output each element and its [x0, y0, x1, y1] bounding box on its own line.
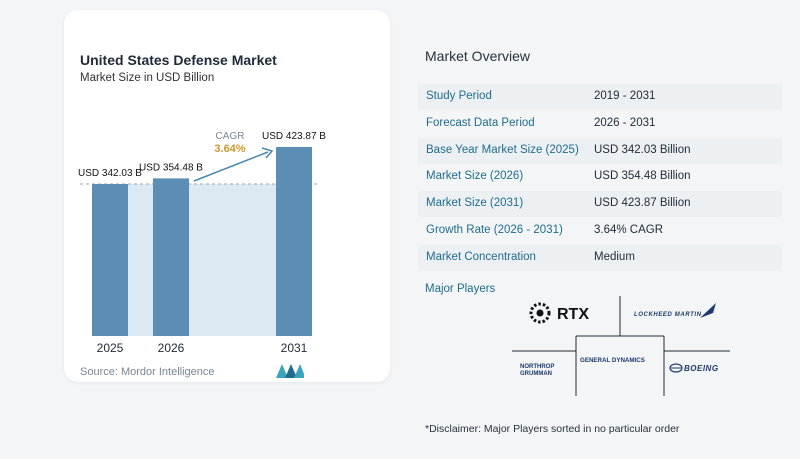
- overview-title: Market Overview: [425, 48, 531, 64]
- data-label-2025: USD 342.03 B: [78, 168, 142, 179]
- category-label-2026: 2026: [158, 341, 185, 355]
- category-label-2031: 2031: [281, 341, 308, 355]
- northrop-logo-text: NORTHROP GRUMMAN: [520, 364, 556, 377]
- boeing-logo-text: BOEING: [684, 364, 719, 373]
- overview-row: Study Period 2019 - 2031: [418, 84, 782, 110]
- rtx-logo-text: RTX: [557, 306, 589, 323]
- overview-row-label: Market Size (2031): [426, 197, 524, 210]
- overview-row: Growth Rate (2026 - 2031) 3.64% CAGR: [418, 218, 782, 244]
- overview-row: Market Size (2031) USD 423.87 Billion: [418, 191, 782, 218]
- bar-2031: [276, 147, 312, 336]
- overview-row-value: USD 423.87 Billion: [594, 197, 691, 210]
- overview-row-label: Forecast Data Period: [426, 116, 535, 129]
- boeing-logo-icon: [669, 363, 683, 373]
- data-label-2026: USD 354.48 B: [139, 162, 203, 173]
- major-players-title: Major Players: [425, 283, 496, 295]
- overview-row-label: Study Period: [426, 90, 492, 102]
- overview-row-value: 2019 - 2031: [594, 90, 656, 102]
- lockheed-star-icon: [700, 303, 716, 318]
- overview-row-value: 3.64% CAGR: [594, 224, 664, 236]
- overview-row-value: USD 342.03 Billion: [594, 143, 691, 156]
- overview-row-value: 2026 - 2031: [594, 116, 656, 129]
- overview-row-label: Base Year Market Size (2025): [426, 143, 579, 156]
- cagr-arrow-head-icon: [261, 147, 274, 159]
- category-label-2025: 2025: [97, 341, 124, 355]
- forecast-band: [189, 184, 276, 336]
- gap-band: [128, 184, 153, 336]
- overview-row-value: Medium: [594, 250, 635, 263]
- chart-title: United States Defense Market: [80, 52, 277, 68]
- overview-row-value: USD 354.48 Billion: [594, 170, 691, 183]
- general-dynamics-logo-text: GENERAL DYNAMICS: [580, 357, 645, 364]
- overview-row-label: Market Size (2026): [426, 170, 524, 183]
- overview-row: Market Size (2026) USD 354.48 Billion: [418, 164, 782, 190]
- rtx-logo-icon: [529, 302, 551, 324]
- chart-subtitle: Market Size in USD Billion: [80, 72, 215, 84]
- overview-row: Forecast Data Period 2026 - 2031: [418, 111, 782, 137]
- overview-row: Market Concentration Medium: [418, 244, 782, 271]
- overview-row-label: Market Concentration: [426, 250, 536, 263]
- cagr-value: 3.64%: [214, 143, 245, 155]
- disclaimer-text: *Disclaimer: Major Players sorted in no …: [425, 423, 680, 435]
- overview-row: Base Year Market Size (2025) USD 342.03 B…: [418, 137, 782, 164]
- bar-2026: [153, 178, 189, 336]
- chart-source: Source: Mordor Intelligence: [80, 366, 215, 378]
- cagr-arrow-line: [193, 151, 269, 182]
- overview-row-label: Growth Rate (2026 - 2031): [426, 224, 563, 236]
- cagr-label: CAGR: [216, 131, 245, 142]
- data-label-2031: USD 423.87 B: [262, 131, 326, 142]
- lockheed-martin-logo-text: LOCKHEED MARTIN: [634, 312, 702, 318]
- mordor-logo-icon: [276, 364, 304, 378]
- bar-2025: [92, 184, 128, 336]
